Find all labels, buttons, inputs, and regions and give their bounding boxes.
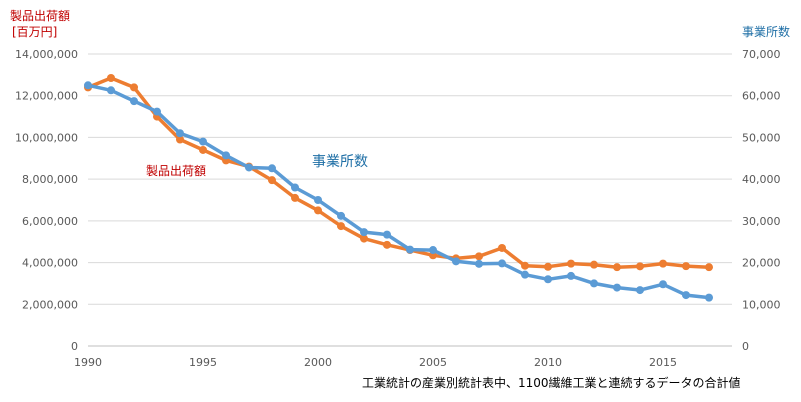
data-point: [268, 176, 276, 185]
x-axis-tick-label: 2005: [419, 356, 447, 369]
right-axis-tick-label: 30,000: [742, 215, 781, 228]
series-line: [86, 83, 711, 300]
data-point: [268, 164, 276, 173]
data-point: [84, 81, 92, 90]
data-point: [475, 252, 483, 261]
left-axis-tick-label: 6,000,000: [22, 215, 78, 228]
series-layer: [84, 73, 713, 302]
axes: 0 0 2,000,000 10,000 4,000,000 20,000 6,000,00…: [15, 48, 780, 369]
right-axis-tick-label: 60,000: [742, 90, 781, 103]
data-point: [429, 246, 437, 255]
data-point: [659, 259, 667, 268]
data-point: [705, 293, 713, 302]
right-axis-tick-label: 40,000: [742, 173, 781, 186]
x-axis-tick-label: 2010: [534, 356, 562, 369]
data-point: [337, 222, 345, 231]
data-point: [452, 257, 460, 266]
data-point: [314, 196, 322, 204]
data-point: [314, 206, 322, 215]
data-point: [682, 291, 690, 300]
data-point: [176, 135, 184, 144]
left-axis-tick-label: 10,000,000: [15, 131, 78, 144]
data-point: [176, 129, 184, 138]
data-point: [590, 260, 598, 269]
data-point: [613, 263, 621, 272]
data-point: [406, 245, 414, 254]
data-point: [383, 240, 391, 249]
data-point: [682, 262, 690, 271]
x-axis-tick-label: 1995: [189, 356, 217, 369]
right-axis-tick-label: 10,000: [742, 298, 781, 311]
data-point: [153, 107, 161, 116]
data-point: [590, 279, 598, 288]
data-point: [636, 286, 644, 295]
data-point: [245, 163, 253, 172]
data-point: [107, 73, 115, 82]
data-point: [705, 263, 713, 272]
data-point: [613, 283, 621, 292]
x-axis-tick-label: 2015: [649, 356, 677, 369]
data-point: [360, 228, 368, 237]
right-axis-tick-label: 0: [742, 340, 749, 353]
data-point: [498, 259, 506, 268]
left-axis-tick-label: 2,000,000: [22, 298, 78, 311]
data-point: [544, 262, 552, 271]
data-point: [521, 261, 529, 270]
source-note: 工業統計の産業別統計表中、1100繊維工業と連続するデータの合計値: [362, 375, 741, 390]
data-point: [360, 234, 368, 243]
data-point: [337, 211, 345, 220]
data-point: [567, 271, 575, 280]
left-axis-tick-label: 14,000,000: [15, 48, 78, 61]
data-point: [199, 137, 207, 146]
data-point: [659, 280, 667, 289]
data-point: [107, 86, 115, 95]
left-axis-tick-label: 8,000,000: [22, 173, 78, 186]
series-shipment-value: [84, 73, 713, 272]
data-point: [199, 145, 207, 154]
right-axis-title: 事業所数: [742, 24, 790, 39]
x-axis-tick-label: 2000: [304, 356, 332, 369]
left-axis-tick-label: 4,000,000: [22, 257, 78, 270]
left-axis-title-line2: [百万円]: [12, 25, 57, 39]
data-point: [291, 183, 299, 192]
right-axis-tick-label: 70,000: [742, 48, 781, 61]
series-line: [86, 76, 711, 269]
data-point: [521, 270, 529, 279]
data-point: [291, 193, 299, 202]
data-point: [567, 259, 575, 268]
data-point: [544, 275, 552, 284]
data-point: [636, 262, 644, 271]
data-point: [130, 97, 138, 106]
right-axis-tick-label: 20,000: [742, 257, 781, 270]
data-point: [130, 83, 138, 92]
x-axis-tick-label: 1990: [74, 356, 102, 369]
annotation-shipment-label: 製品出荷額: [146, 164, 206, 178]
data-point: [383, 230, 391, 239]
data-point: [498, 243, 506, 252]
series-establishments: [84, 81, 713, 302]
left-axis-tick-label: 12,000,000: [15, 90, 78, 103]
annotation-establishments-label: 事業所数: [312, 154, 368, 170]
left-axis-title-line1: 製品出荷額: [10, 9, 70, 23]
data-point: [222, 151, 230, 160]
data-point: [475, 259, 483, 268]
left-axis-tick-label: 0: [71, 340, 78, 353]
right-axis-tick-label: 50,000: [742, 131, 781, 144]
